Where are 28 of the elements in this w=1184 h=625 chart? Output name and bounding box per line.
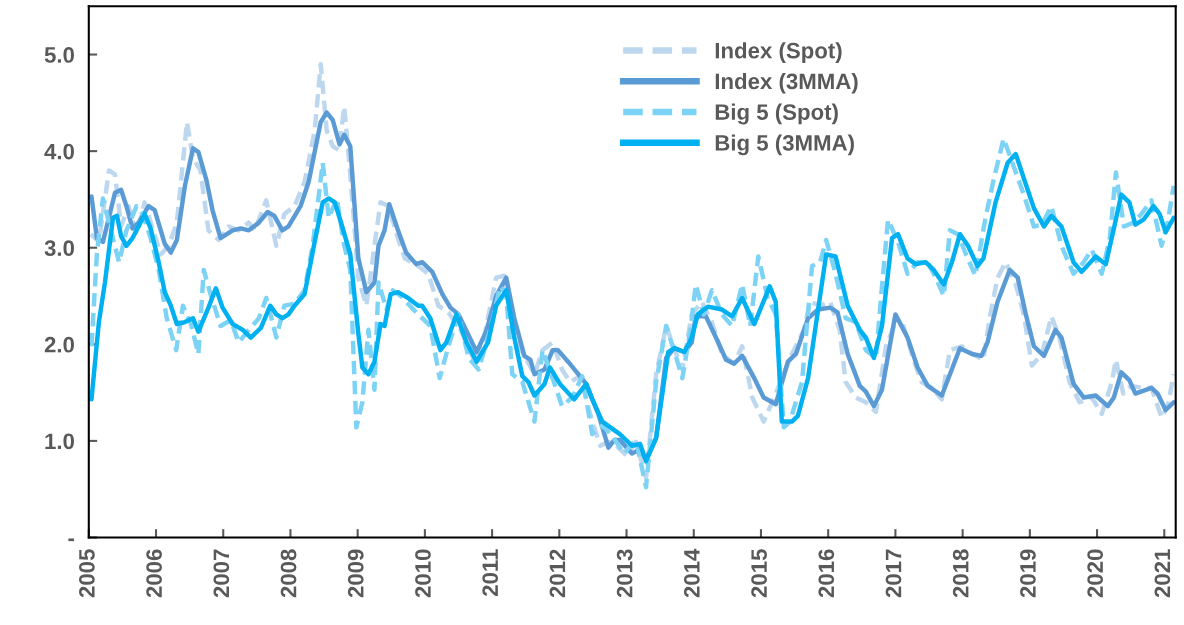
x-tick-label: 2017 (885, 549, 902, 598)
x-tick-label: 2015 (751, 549, 767, 598)
legend-label: Index (Spot) (715, 42, 842, 63)
x-tick-label: 2010 (415, 549, 431, 598)
legend-label: Index (3MMA) (715, 72, 858, 94)
y-tick-label: 5.0 (44, 47, 74, 63)
x-tick-label: 2018 (952, 549, 969, 598)
x-tick-label: 2009 (347, 549, 364, 598)
x-tick-label: 2011 (482, 549, 499, 597)
line-series (88, 61, 1176, 480)
x-tick-label: 2007 (213, 549, 230, 598)
y-tick-label: 4.0 (44, 143, 74, 160)
y-tick-label: 1.0 (45, 433, 74, 450)
x-tick-label: 2014 (683, 548, 700, 598)
legend-label: Big 5 (Spot) (715, 103, 838, 125)
x-tick-label: 2016 (818, 549, 835, 598)
y-tick-label: 2.0 (44, 336, 74, 353)
x-tick-label: 2013 (616, 549, 633, 598)
x-tick-label: 2021 (1154, 549, 1171, 598)
x-tick-label: 2019 (1020, 549, 1036, 598)
legend-label: Big 5 (3MMA) (715, 134, 854, 156)
x-tick-label: 2012 (549, 549, 566, 598)
y-tick-label: 3.0 (44, 240, 74, 257)
y-tick-label: - (68, 538, 75, 542)
x-tick-label: 2020 (1087, 549, 1104, 598)
x-tick-label: 2008 (280, 549, 297, 598)
x-tick-label: 2006 (146, 549, 162, 598)
x-tick-label: 2005 (79, 549, 95, 598)
